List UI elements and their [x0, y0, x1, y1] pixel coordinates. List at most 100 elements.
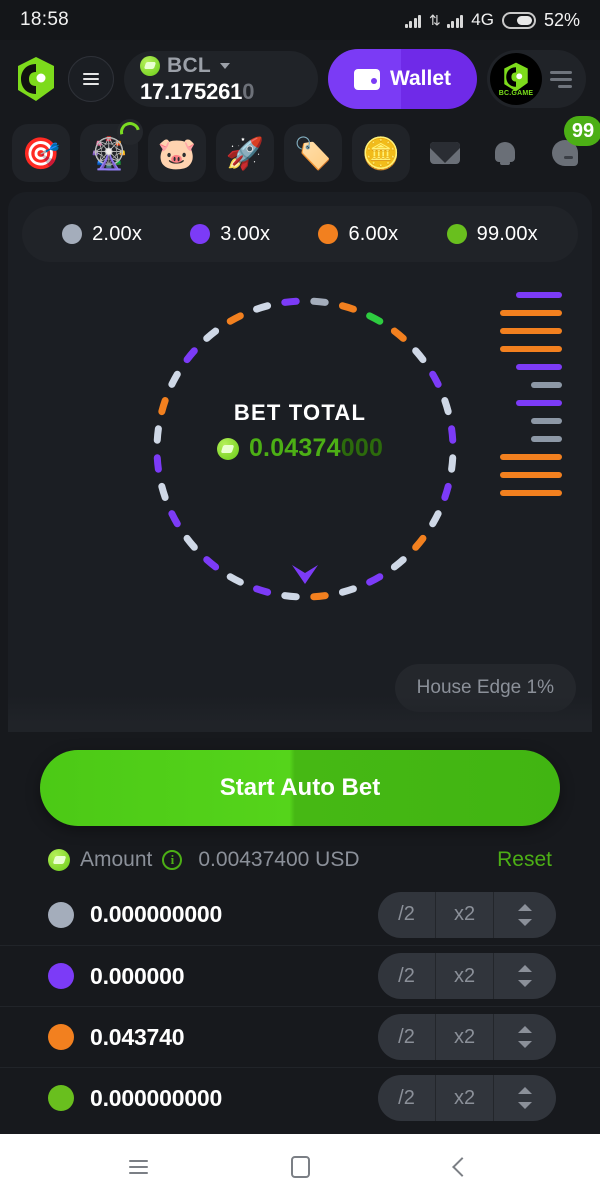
- panel-fade: [8, 696, 592, 732]
- history-bar: [500, 454, 562, 460]
- bet-row: 0.000000000/2 x2: [0, 884, 600, 945]
- profile-button[interactable]: BC.GAME: [487, 50, 586, 108]
- bet-list: 0.000000000/2 x2 0.000000/2 x2 0.043740/2 x2 0…: [0, 884, 600, 1128]
- wallet-label: Wallet: [389, 67, 451, 90]
- legend-dot-orange: [318, 224, 339, 244]
- chat-icon[interactable]: 99: [540, 116, 600, 182]
- wheel-segment: [281, 297, 300, 306]
- wheel-segment: [226, 573, 244, 586]
- user-avatar-icon[interactable]: BC.GAME: [490, 53, 542, 105]
- spinner-buttons[interactable]: [494, 892, 556, 938]
- list-lines-icon[interactable]: [550, 70, 572, 88]
- halve-button[interactable]: /2: [378, 1014, 436, 1060]
- battery-icon: [501, 11, 536, 29]
- currency-code: BCL: [167, 53, 212, 77]
- balance-selector[interactable]: BCL 17.1752610: [124, 51, 318, 107]
- history-bar: [500, 346, 562, 352]
- chevron-up-icon[interactable]: [518, 903, 532, 911]
- wheel-segment: [281, 592, 300, 601]
- home-icon[interactable]: [275, 1142, 325, 1192]
- wheel-segment: [168, 370, 181, 388]
- bcgame-logo-icon[interactable]: [14, 56, 58, 102]
- android-nav-bar: [0, 1134, 600, 1200]
- spinner-buttons[interactable]: [494, 1014, 556, 1060]
- double-button[interactable]: x2: [436, 891, 494, 938]
- price-tag-icon[interactable]: 🏷️: [284, 124, 342, 182]
- chevron-up-icon[interactable]: [518, 1026, 532, 1033]
- multiplier-wheel[interactable]: [140, 284, 470, 614]
- amount-value: 0.00437400 USD: [198, 848, 360, 871]
- back-icon[interactable]: [437, 1142, 487, 1192]
- halve-button[interactable]: /2: [378, 953, 436, 999]
- game-panel: 2.00x 3.00x 6.00x 99.00x BET TOTAL: [8, 192, 592, 732]
- history-bar: [531, 436, 562, 442]
- bcl-coin-icon: [140, 55, 160, 76]
- spinner-buttons[interactable]: [494, 953, 556, 999]
- wheel-segment: [448, 454, 457, 473]
- info-icon[interactable]: i: [162, 850, 183, 870]
- amount-label: Amount: [80, 848, 153, 871]
- reset-button[interactable]: Reset: [497, 848, 552, 871]
- halve-button[interactable]: /2: [378, 891, 436, 938]
- battery-percent: 52%: [543, 9, 580, 30]
- rocket-icon[interactable]: 🚀: [216, 124, 274, 182]
- wallet-icon: [353, 68, 380, 90]
- bet-row-value: 0.000000000: [90, 1084, 223, 1111]
- wheel-segment: [183, 534, 198, 551]
- wheel-segment: [168, 510, 181, 528]
- wheel-segment: [253, 585, 272, 596]
- bet-total-block: BET TOTAL 0.04374000: [22, 400, 578, 463]
- bet-row: 0.043740/2 x2: [0, 1006, 600, 1067]
- spinner-buttons[interactable]: [494, 1075, 556, 1121]
- wheel-pointer-icon: [292, 565, 318, 584]
- chevron-down-icon[interactable]: [518, 1102, 532, 1109]
- mail-icon[interactable]: [420, 124, 470, 182]
- bet-controls: Start Auto Bet Amount i 0.00437400 USD R…: [0, 732, 600, 1128]
- double-button[interactable]: x2: [436, 1075, 494, 1121]
- legend-item-1: 2.00x: [62, 223, 142, 246]
- wheel-segment: [158, 482, 169, 501]
- legend-label-2: 3.00x: [220, 222, 271, 245]
- status-bar: 18:58 ⇅ 4G 52%: [0, 0, 600, 40]
- wheel-of-fortune-icon[interactable]: 🎡: [80, 119, 143, 182]
- chevron-up-icon[interactable]: [518, 1087, 532, 1094]
- double-button[interactable]: x2: [436, 1014, 494, 1060]
- wheel-segment: [203, 327, 220, 342]
- legend-dot-gray: [62, 224, 83, 244]
- halve-button[interactable]: /2: [378, 1075, 436, 1121]
- chevron-up-icon[interactable]: [518, 965, 532, 972]
- bell-icon[interactable]: [480, 124, 530, 182]
- chevron-down-icon[interactable]: [518, 918, 532, 926]
- bet-stepper: /2 x2: [378, 891, 556, 938]
- wheel-segment: [310, 592, 329, 601]
- wheel-segment: [310, 297, 329, 306]
- wheel-segment: [366, 573, 384, 586]
- wheel-segment: [253, 302, 272, 313]
- piggy-bank-icon[interactable]: 🐷: [148, 124, 206, 182]
- wheel-segment: [338, 302, 357, 313]
- start-auto-bet-button[interactable]: Start Auto Bet: [40, 750, 560, 826]
- amount-row: Amount i 0.00437400 USD Reset: [0, 826, 600, 884]
- wheel-segment: [203, 556, 220, 571]
- coin-drop-icon[interactable]: 🪙: [352, 124, 410, 182]
- target-icon[interactable]: 🎯: [12, 124, 70, 182]
- chat-badge: 99: [564, 116, 600, 146]
- recents-icon[interactable]: [113, 1142, 163, 1192]
- history-bar: [516, 400, 562, 406]
- wheel-segment: [429, 510, 442, 528]
- double-button[interactable]: x2: [436, 953, 494, 999]
- wheel-segment: [366, 312, 384, 325]
- history-bars: [500, 292, 562, 496]
- hamburger-menu-icon[interactable]: [68, 56, 114, 102]
- wheel-segment: [441, 397, 452, 416]
- bet-stepper: /2 x2: [378, 1075, 556, 1121]
- chevron-down-icon[interactable]: [518, 1041, 532, 1048]
- chevron-down-icon[interactable]: [220, 62, 231, 69]
- wallet-button[interactable]: Wallet: [327, 49, 477, 109]
- bet-row-value: 0.043740: [90, 1023, 185, 1050]
- legend-dot-purple: [190, 224, 211, 244]
- wheel-segment: [390, 556, 407, 571]
- network-type: 4G: [471, 10, 494, 29]
- chevron-down-icon[interactable]: [518, 980, 532, 987]
